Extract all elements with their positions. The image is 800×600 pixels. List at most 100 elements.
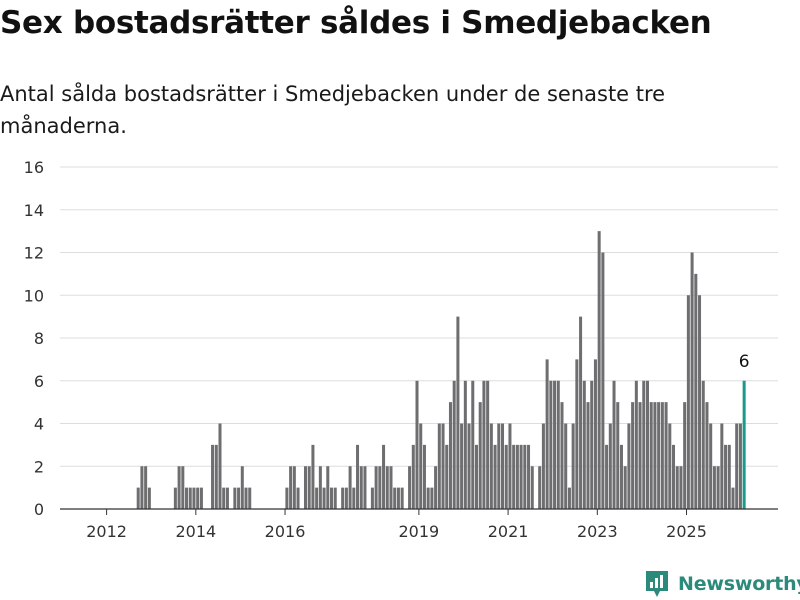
bar — [645, 380, 649, 509]
bar — [292, 466, 296, 509]
bar — [437, 423, 441, 509]
bar — [608, 423, 612, 509]
bar — [508, 423, 512, 509]
bar — [504, 444, 508, 509]
bar — [344, 487, 348, 509]
y-tick-label: 16 — [24, 158, 44, 177]
bar — [527, 444, 531, 509]
bar — [315, 487, 319, 509]
bar — [248, 487, 252, 509]
bar — [348, 466, 352, 509]
bar — [489, 423, 493, 509]
bar — [196, 487, 200, 509]
bar — [512, 444, 516, 509]
bar — [359, 466, 363, 509]
bar — [530, 466, 534, 509]
bar — [441, 423, 445, 509]
bar — [411, 444, 415, 509]
y-tick-label: 4 — [34, 415, 44, 434]
bar — [199, 487, 203, 509]
bar — [218, 423, 222, 509]
bar — [430, 487, 434, 509]
y-tick-label: 12 — [24, 244, 44, 263]
bar — [185, 487, 189, 509]
bar — [478, 402, 482, 509]
bar — [482, 380, 486, 509]
bar — [731, 487, 735, 509]
bar — [590, 380, 594, 509]
x-tick-label: 2012 — [86, 522, 127, 541]
bar — [307, 466, 311, 509]
bar — [471, 380, 475, 509]
bar — [579, 316, 583, 509]
bar — [582, 380, 586, 509]
bar — [456, 316, 460, 509]
bar — [712, 466, 716, 509]
x-tick-label: 2023 — [577, 522, 618, 541]
bar — [720, 423, 724, 509]
bar — [657, 402, 661, 509]
bar — [173, 487, 177, 509]
bar — [679, 466, 683, 509]
bar — [541, 423, 545, 509]
bar — [631, 402, 635, 509]
bar — [136, 487, 140, 509]
bar — [694, 273, 698, 509]
bar — [144, 466, 148, 509]
bar — [467, 423, 471, 509]
y-tick-label: 2 — [34, 457, 44, 476]
bar — [560, 402, 564, 509]
bar — [318, 466, 322, 509]
bar — [352, 487, 356, 509]
bar — [553, 380, 557, 509]
newsworthy-logo[interactable]: Newsworthy — [644, 568, 800, 600]
bar — [735, 423, 739, 509]
bar — [463, 380, 467, 509]
bar — [683, 402, 687, 509]
x-tick-label: 2021 — [488, 522, 529, 541]
bar — [634, 380, 638, 509]
bar — [616, 402, 620, 509]
bar — [686, 295, 690, 509]
bar — [389, 466, 393, 509]
bar — [370, 487, 374, 509]
bar — [623, 466, 627, 509]
bar — [400, 487, 404, 509]
x-tick-label: 2025 — [666, 522, 707, 541]
bar — [716, 466, 720, 509]
last-value-label: 6 — [739, 352, 750, 372]
bar — [311, 444, 315, 509]
bar — [285, 487, 289, 509]
bar — [303, 466, 307, 509]
bar — [378, 466, 382, 509]
bar — [564, 423, 568, 509]
newsworthy-chart-icon — [646, 571, 668, 597]
bar — [575, 359, 579, 509]
bar — [237, 487, 241, 509]
bar — [289, 466, 293, 509]
bar — [147, 487, 151, 509]
bar — [660, 402, 664, 509]
bar — [690, 252, 694, 509]
bar — [177, 466, 181, 509]
bar — [419, 423, 423, 509]
bar — [649, 402, 653, 509]
bar — [571, 423, 575, 509]
bar — [724, 444, 728, 509]
bar — [605, 444, 609, 509]
bar — [668, 423, 672, 509]
bar — [341, 487, 345, 509]
bar — [501, 423, 505, 509]
bar — [727, 444, 731, 509]
bar — [452, 380, 456, 509]
bar — [296, 487, 300, 509]
x-tick-label: 2019 — [399, 522, 440, 541]
bar — [545, 359, 549, 509]
bar — [474, 444, 478, 509]
bar — [140, 466, 144, 509]
bar — [675, 466, 679, 509]
bar — [363, 466, 367, 509]
bar — [627, 423, 631, 509]
bar — [408, 466, 412, 509]
